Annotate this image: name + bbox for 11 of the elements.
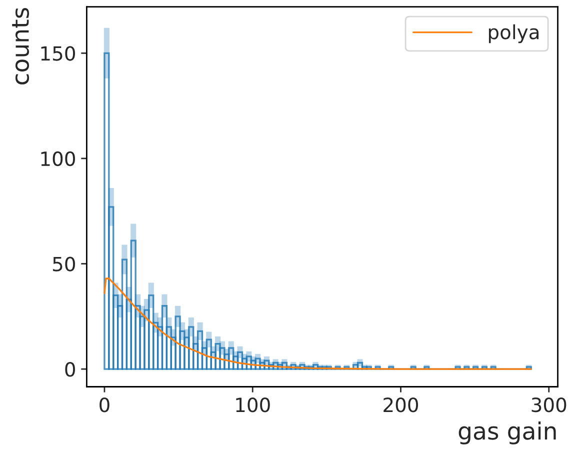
y-axis-title: counts (12, 8, 30, 84)
x-tick-label: 300 (532, 398, 566, 412)
y-tick-label: 0 (65, 362, 75, 377)
x-tick-label: 0 (100, 398, 110, 412)
x-tick-label: 100 (236, 398, 270, 412)
y-tick-label: 50 (53, 256, 75, 272)
x-axis-title: gas gain (458, 422, 556, 444)
y-tick-label: 100 (41, 151, 75, 166)
y-tick-label: 150 (41, 46, 75, 61)
legend-label: polya (488, 24, 538, 44)
x-tick-label: 200 (384, 398, 418, 412)
